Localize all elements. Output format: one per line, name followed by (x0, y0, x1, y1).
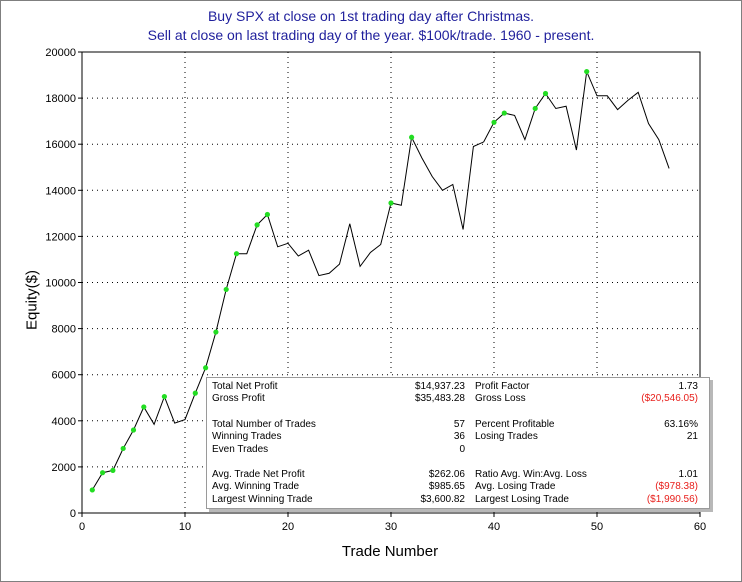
plot-area-border (81, 51, 701, 514)
winning-trade-marker (542, 90, 549, 97)
even-trades-label: Even Trades (212, 444, 269, 455)
winning-trade-marker (254, 222, 260, 228)
y-tick-label: 10000 (45, 278, 76, 290)
x-tick-label: 20 (282, 521, 294, 533)
y-tick-label: 14000 (45, 185, 76, 197)
equity-line (91, 69, 670, 491)
winning-trade-marker (89, 487, 95, 493)
winning-trade-marker (141, 404, 147, 410)
avg-win-label: Avg. Winning Trade (212, 481, 300, 492)
x-tick-label: 60 (694, 521, 706, 533)
winning-trades-label: Winning Trades (212, 431, 282, 442)
total-trades-label: Total Number of Trades (212, 419, 316, 430)
gross-loss-value: ($20,546.05) (641, 393, 698, 404)
chart-title-line-1: Buy SPX at close on 1st trading day afte… (207, 8, 535, 24)
percent-profitable-value: 63.16% (664, 419, 698, 430)
y-tick-label: 0 (70, 508, 76, 520)
x-axis-label: Trade Number (341, 543, 439, 560)
winning-trade-marker (161, 393, 167, 400)
y-tick-label: 20000 (45, 47, 76, 59)
winning-trade-marker (213, 329, 219, 335)
winning-trade-marker (388, 200, 394, 206)
total-net-profit-label: Total Net Profit (212, 381, 278, 392)
ratio-value: 1.01 (678, 469, 698, 480)
y-tick-label: 4000 (52, 416, 76, 428)
winning-trade-marker (491, 119, 497, 125)
avg-trade-value: $262.06 (428, 469, 465, 480)
losing-trades-value: 21 (686, 431, 698, 442)
profit-factor-value: 1.73 (678, 381, 698, 392)
x-tick-label: 30 (385, 521, 397, 533)
chart-title-line-2: Sell at close on last trading day of the… (147, 27, 595, 43)
winning-trade-marker (120, 445, 126, 452)
x-tick-label: 10 (179, 521, 191, 533)
winning-trade-marker (532, 105, 538, 112)
tick-labels: 0200040006000800010000120001400016000180… (45, 47, 706, 533)
avg-loss-label: Avg. Losing Trade (475, 481, 556, 492)
y-tick-label: 16000 (45, 139, 76, 151)
gross-loss-label: Gross Loss (475, 393, 526, 404)
y-tick-label: 6000 (52, 370, 76, 382)
ratio-label: Ratio Avg. Win:Avg. Loss (475, 469, 587, 480)
avg-win-value: $985.65 (428, 481, 465, 492)
winning-trades-value: 36 (453, 431, 465, 442)
winning-trade-marker (223, 286, 229, 293)
avg-trade-label: Avg. Trade Net Profit (212, 469, 305, 480)
performance-summary-box: Total Net Profit Gross Profit Total Numb… (206, 377, 710, 509)
winning-trade-marker (130, 427, 137, 433)
gross-profit-label: Gross Profit (212, 393, 265, 404)
x-tick-label: 50 (591, 521, 603, 533)
percent-profitable-label: Percent Profitable (475, 419, 555, 430)
y-axis-label: Equity($) (23, 269, 41, 331)
winning-trade-marker (584, 68, 590, 75)
winning-trade-marker (264, 211, 270, 218)
winning-trade-marker (100, 470, 106, 476)
avg-loss-value: ($978.38) (655, 481, 698, 492)
y-tick-label: 2000 (52, 462, 76, 474)
x-tick-label: 40 (488, 521, 500, 533)
largest-win-value: $3,600.82 (420, 494, 466, 505)
losing-trades-label: Losing Trades (475, 431, 538, 442)
largest-loss-label: Largest Losing Trade (475, 494, 569, 505)
winning-trade-marker (409, 134, 415, 140)
y-tick-label: 8000 (52, 324, 76, 336)
winning-trade-marker (110, 467, 116, 473)
winning-trade-marker (233, 251, 240, 257)
total-trades-value: 57 (453, 419, 465, 430)
y-tick-label: 18000 (45, 93, 76, 105)
winning-trade-marker (203, 365, 209, 371)
axes (78, 51, 701, 517)
largest-loss-value: ($1,990.56) (646, 494, 698, 505)
y-tick-label: 12000 (45, 231, 76, 243)
even-trades-value: 0 (459, 444, 465, 455)
gross-profit-value: $35,483.28 (414, 393, 465, 404)
x-tick-label: 0 (79, 521, 85, 533)
largest-win-label: Largest Winning Trade (212, 494, 313, 505)
total-net-profit-value: $14,937.23 (414, 381, 465, 392)
winning-trade-marker (501, 110, 507, 116)
equity-series (89, 68, 670, 493)
profit-factor-label: Profit Factor (475, 381, 530, 392)
winning-trade-marker (192, 390, 198, 396)
